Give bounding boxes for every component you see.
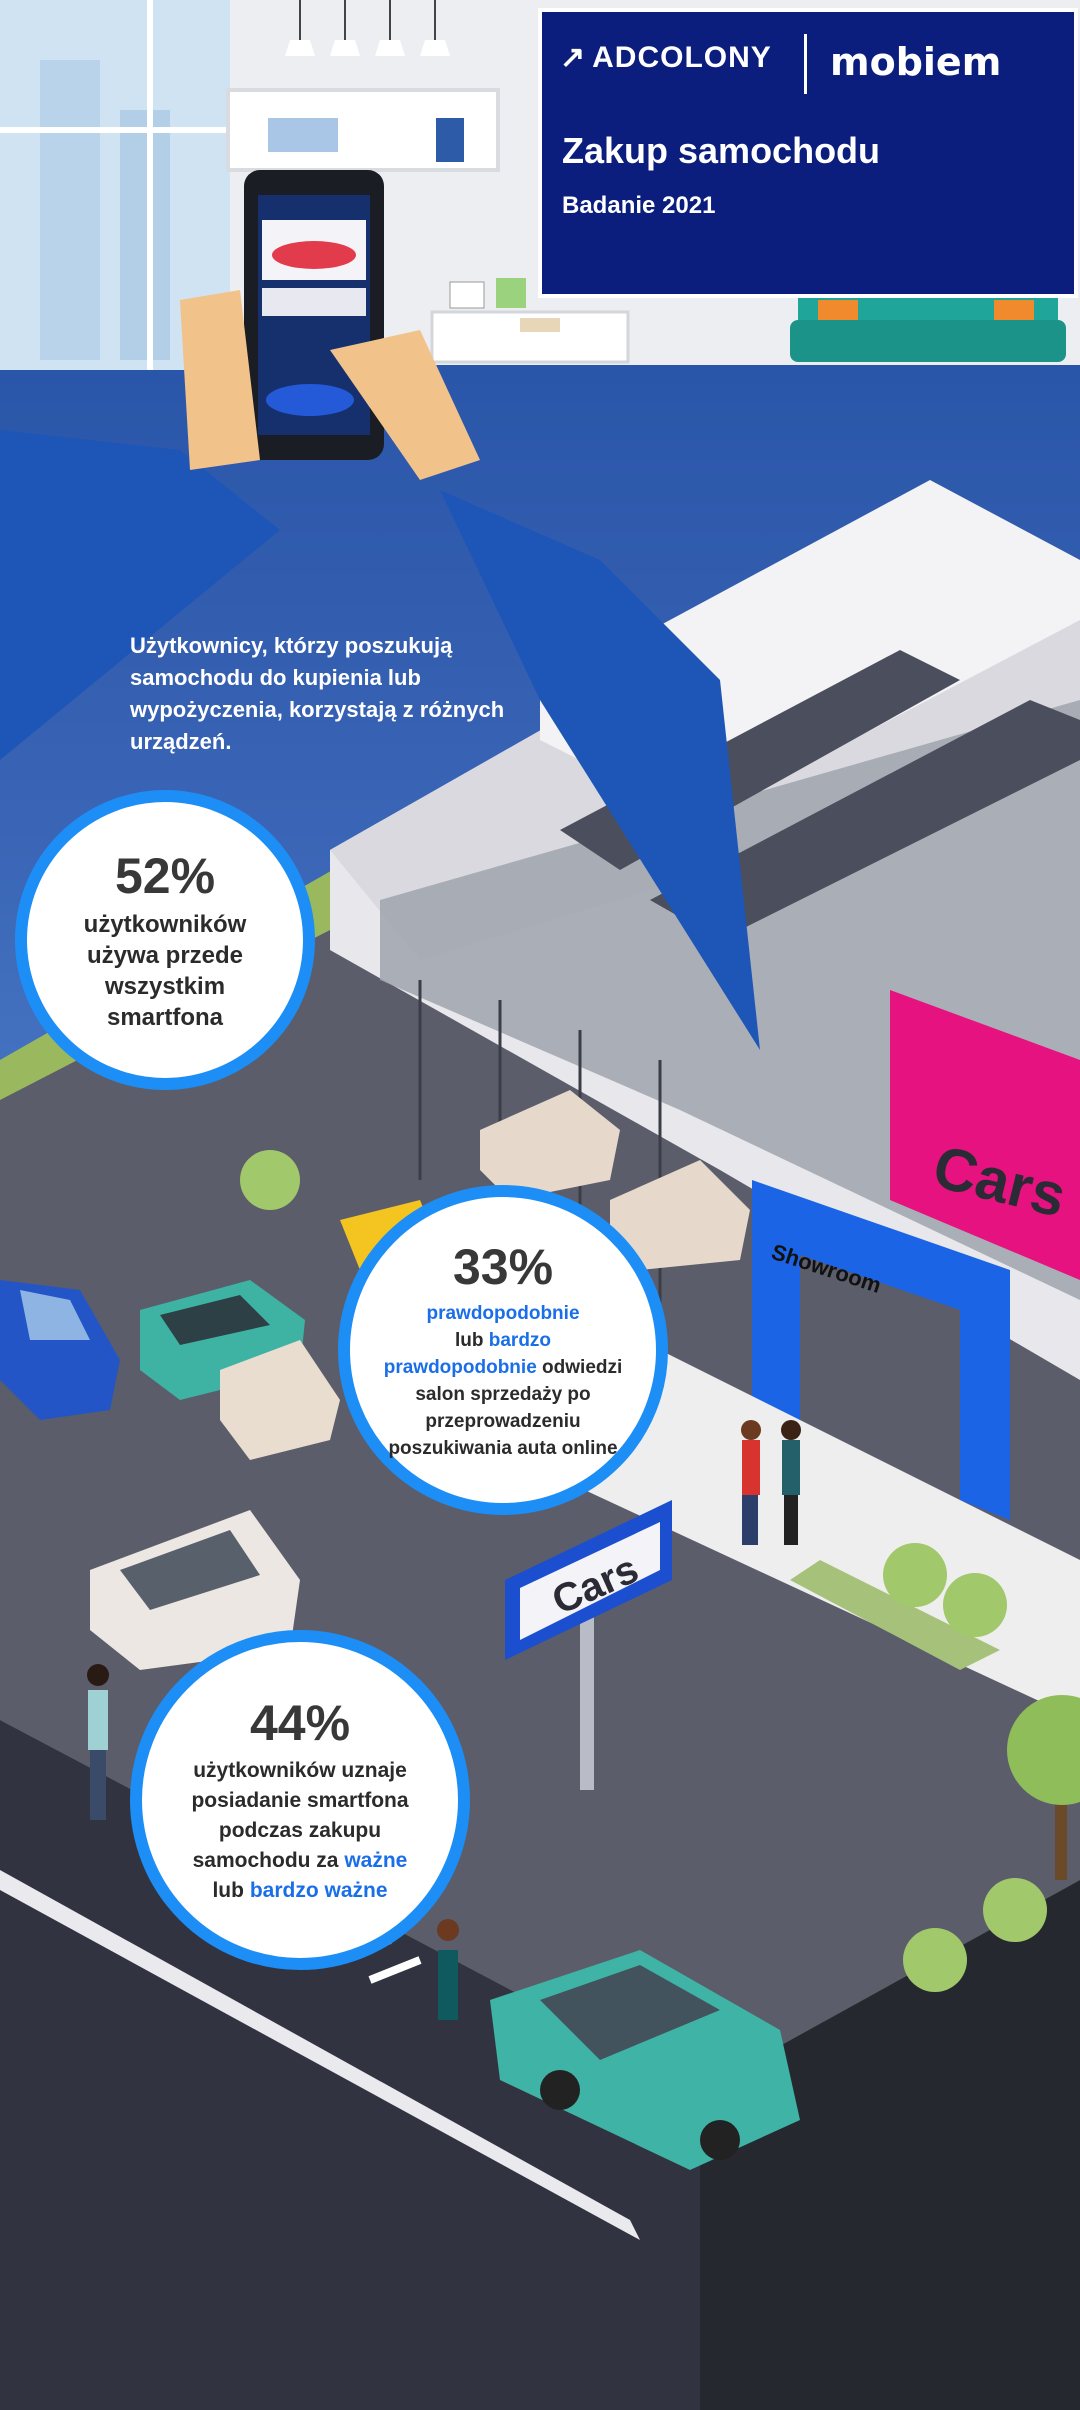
mobiem-logo: mobiem [830,40,1002,84]
car-teal-front [490,1950,800,2170]
stat-highlight: bardzo ważne [249,1879,388,1902]
logo-divider [804,34,807,94]
stat-value: 44% [249,1695,351,1751]
car-white-big [90,1510,300,1670]
intro-text: Użytkownicy, którzy poszukują samochodu … [130,633,505,754]
stat-text-connector: lub [454,1330,484,1351]
showroom-cars [480,1090,750,1270]
stat-circle-smartphone-importance: 44% użytkowników uznaje posiadanie smart… [130,1630,470,1970]
adcolony-logo: ↗ ADCOLONY [560,40,772,75]
stat-circle-smartphone-usage: 52% użytkowników używa przede wszystkim … [15,790,315,1090]
ground-edge-right [700,1880,1080,2410]
ceiling-lamps [299,0,436,40]
brand-panel: ↗ ADCOLONY mobiem Zakup samochodu Badani… [538,8,1078,298]
stat-highlight: bardzo prawdopodobnie [383,1330,552,1378]
trees [240,1150,1080,1992]
car-blue [0,1280,120,1420]
stat-circle-showroom-visit: 33% prawdopodobnie lub bardzo prawdopodo… [338,1185,668,1515]
showroom-gate [752,1180,1010,1520]
pink-sign [890,990,1080,1280]
report-subtitle: Badanie 2021 [562,192,716,219]
stat-text-rest: odwiedzi salon sprzedaży po przeprowadze… [388,1357,623,1459]
stat-value: 33% [452,1239,554,1295]
stat-highlight: prawdopodobnie [426,1303,580,1324]
stat-text-connector: lub [212,1879,244,1902]
report-title: Zakup samochodu [562,130,881,171]
stat-text-main: użytkowników uznaje posiadanie smartfona… [191,1759,409,1872]
stat-value: 52% [114,848,216,904]
people [87,1420,801,2020]
stat-highlight: ważne [344,1849,408,1872]
stat-text: prawdopodobnie lub bardzo prawdopodobnie… [383,1300,623,1462]
stat-text: użytkowników używa przede wszystkim smar… [83,911,247,1031]
adcolony-logo-text: ADCOLONY [592,40,772,74]
rocket-icon: ↗ [560,41,587,74]
phone-hands [0,170,760,1050]
car-beige [220,1340,340,1460]
stat-text: użytkowników uznaje posiadanie smartfona… [175,1756,425,1906]
